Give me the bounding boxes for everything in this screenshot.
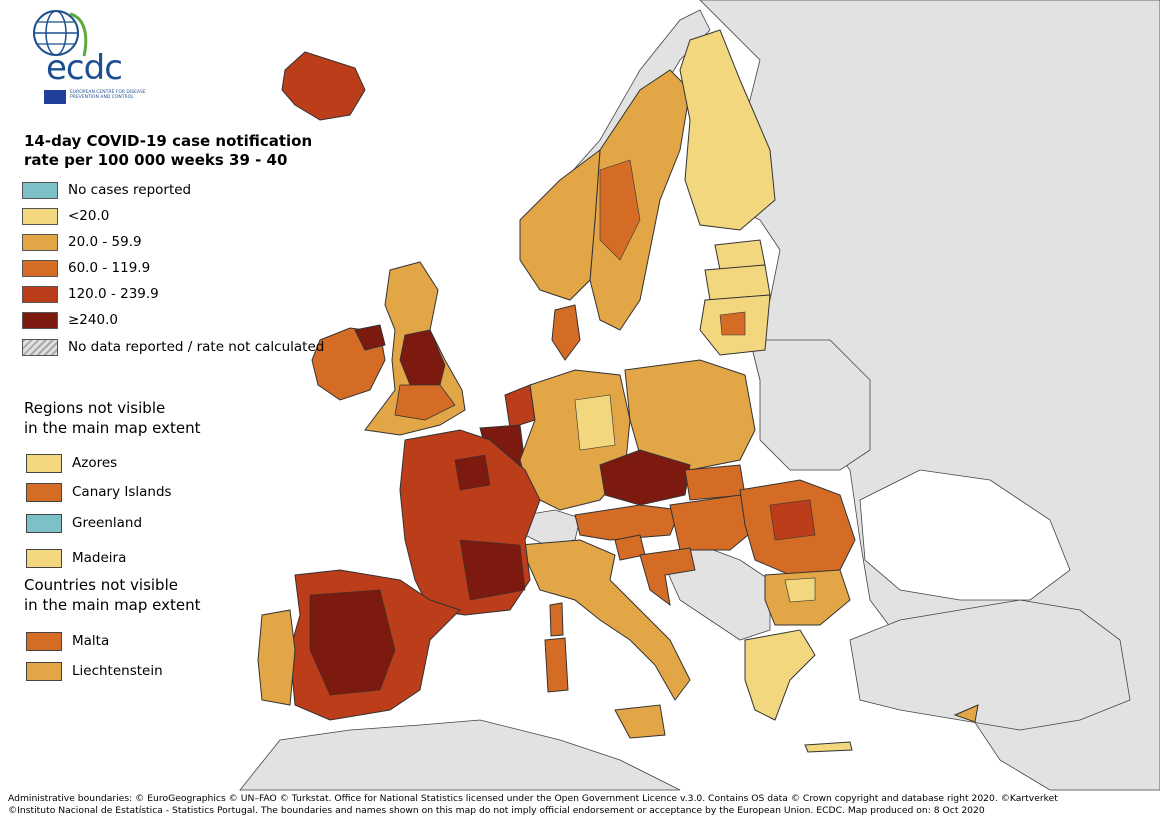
legend-title-line-1: 14-day COVID-19 case notification	[24, 132, 313, 150]
legend-swatch	[22, 312, 58, 329]
legend-swatch	[22, 234, 58, 251]
croatia-region	[639, 547, 696, 607]
legend-label: Canary Islands	[72, 484, 172, 500]
sweden-south-region	[599, 159, 641, 261]
legend-label: No data reported / rate not calculated	[68, 339, 325, 355]
legend-swatch	[26, 454, 62, 473]
legend-swatch	[22, 208, 58, 225]
germany-low-region	[574, 394, 616, 451]
countries-not-visible-heading: Countries not visible in the main map ex…	[24, 575, 284, 615]
countries-heading-line-2: in the main map extent	[24, 596, 201, 614]
footer-line-1: Administrative boundaries: © EuroGeograp…	[8, 793, 1058, 804]
spain-center-region	[309, 589, 396, 696]
northern-england-region	[399, 329, 446, 386]
regions-not-visible-heading: Regions not visible in the main map exte…	[24, 398, 284, 438]
map-footer: Administrative boundaries: © EuroGeograp…	[8, 793, 1158, 817]
austria-region	[574, 504, 681, 541]
globe-icon	[33, 10, 88, 57]
legend-swatch	[26, 662, 62, 681]
legend-swatch	[26, 632, 62, 651]
legend-title: 14-day COVID-19 case notification rate p…	[24, 132, 324, 170]
france-south-region	[459, 539, 526, 601]
legend-swatch	[22, 260, 58, 277]
legend-label: 120.0 - 239.9	[68, 286, 159, 302]
latvia-region	[704, 264, 771, 301]
norway-region	[519, 148, 601, 301]
poland-region	[624, 359, 756, 471]
legend-label: 60.0 - 119.9	[68, 260, 151, 276]
regions-heading-line-1: Regions not visible	[24, 399, 166, 417]
cyprus-region	[953, 704, 979, 723]
portugal-region	[257, 609, 296, 706]
legend-label: Liechtenstein	[72, 663, 163, 679]
bulgaria-low-region	[784, 577, 816, 603]
legend-label: Malta	[72, 633, 110, 649]
legend-title-line-2: rate per 100 000 weeks 39 - 40	[24, 151, 288, 169]
legend-label: 20.0 - 59.9	[68, 234, 142, 250]
legend-swatch	[22, 339, 58, 356]
legend-label: No cases reported	[68, 182, 192, 198]
legend-swatch	[26, 514, 62, 533]
countries-heading-line-1: Countries not visible	[24, 576, 178, 594]
legend-label: Azores	[72, 455, 118, 471]
legend-label: Madeira	[72, 550, 127, 566]
legend-swatch	[26, 483, 62, 502]
regions-heading-line-2: in the main map extent	[24, 419, 201, 437]
england-midlands-region	[394, 384, 456, 421]
lithuania-hotspot-region	[719, 311, 746, 336]
slovakia-region	[684, 464, 746, 501]
czechia-region	[599, 449, 691, 506]
finland-region	[679, 29, 776, 231]
italy-region	[519, 539, 691, 701]
legend-swatch	[26, 549, 62, 568]
legend-label: ≥240.0	[68, 312, 118, 328]
legend-label: <20.0	[68, 208, 110, 224]
denmark-region	[551, 304, 581, 361]
sicily-region	[614, 704, 666, 739]
logo-subtitle: EUROPEAN CENTRE FOR DISEASE PREVENTION A…	[70, 90, 146, 100]
romania-hotspot-region	[769, 499, 816, 541]
legend-swatch	[22, 286, 58, 303]
ecdc-logo: ecdc EUROPEAN CENTRE FOR DISEASE PREVENT…	[22, 8, 146, 104]
iceland-region	[281, 51, 366, 121]
legend-swatch	[22, 182, 58, 199]
eu-flag-icon	[44, 90, 66, 104]
logo-wordmark: ecdc	[46, 48, 123, 88]
northern-ireland-region	[354, 324, 386, 351]
sardinia-region	[544, 637, 569, 693]
corsica-region	[549, 602, 564, 637]
france-paris-region	[454, 454, 491, 491]
crete-region	[804, 741, 853, 753]
greece-region	[744, 629, 816, 721]
hungary-region	[669, 494, 761, 551]
legend-label: Greenland	[72, 515, 143, 531]
footer-line-2: ©Instituto Nacional de Estatística - Sta…	[8, 805, 985, 816]
